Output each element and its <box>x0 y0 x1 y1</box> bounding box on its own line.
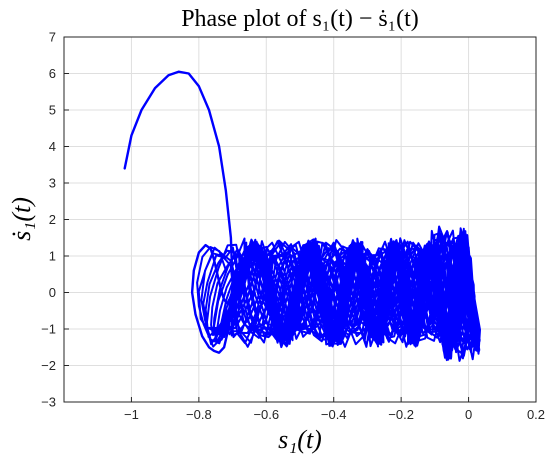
y-axis-label: ṡ₁(t) <box>7 197 36 241</box>
y-tick-label: 1 <box>49 249 56 264</box>
y-tick-label: 0 <box>49 285 56 300</box>
x-tick-label: 0.2 <box>527 407 545 422</box>
y-tick-label: 2 <box>49 212 56 227</box>
y-tick-label: −1 <box>41 322 56 337</box>
y-tick-label: 7 <box>49 30 56 45</box>
x-tick-label: −0.8 <box>186 407 212 422</box>
x-axis-label: s₁(t) <box>278 425 322 454</box>
chart-title: Phase plot of s₁(t) − ṡ₁(t) <box>181 6 419 32</box>
y-tick-label: −2 <box>41 358 56 373</box>
ticks: −1 −0.8 −0.6 −0.4 −0.2 0 0.2 −3 −2 −1 0 1 2 3 4 5 6 7 <box>41 30 545 423</box>
x-tick-label: −0.4 <box>321 407 347 422</box>
x-tick-label: −0.2 <box>388 407 414 422</box>
x-tick-label: 0 <box>465 407 472 422</box>
data-layer <box>123 70 481 362</box>
y-tick-label: 6 <box>49 66 56 81</box>
x-tick-label: −1 <box>124 407 139 422</box>
y-tick-label: 5 <box>49 103 56 118</box>
y-tick-label: 4 <box>49 139 56 154</box>
y-tick-label: 3 <box>49 176 56 191</box>
x-tick-label: −0.6 <box>253 407 279 422</box>
phase-trajectory-oscillation <box>196 225 481 362</box>
y-tick-label: −3 <box>41 395 56 410</box>
